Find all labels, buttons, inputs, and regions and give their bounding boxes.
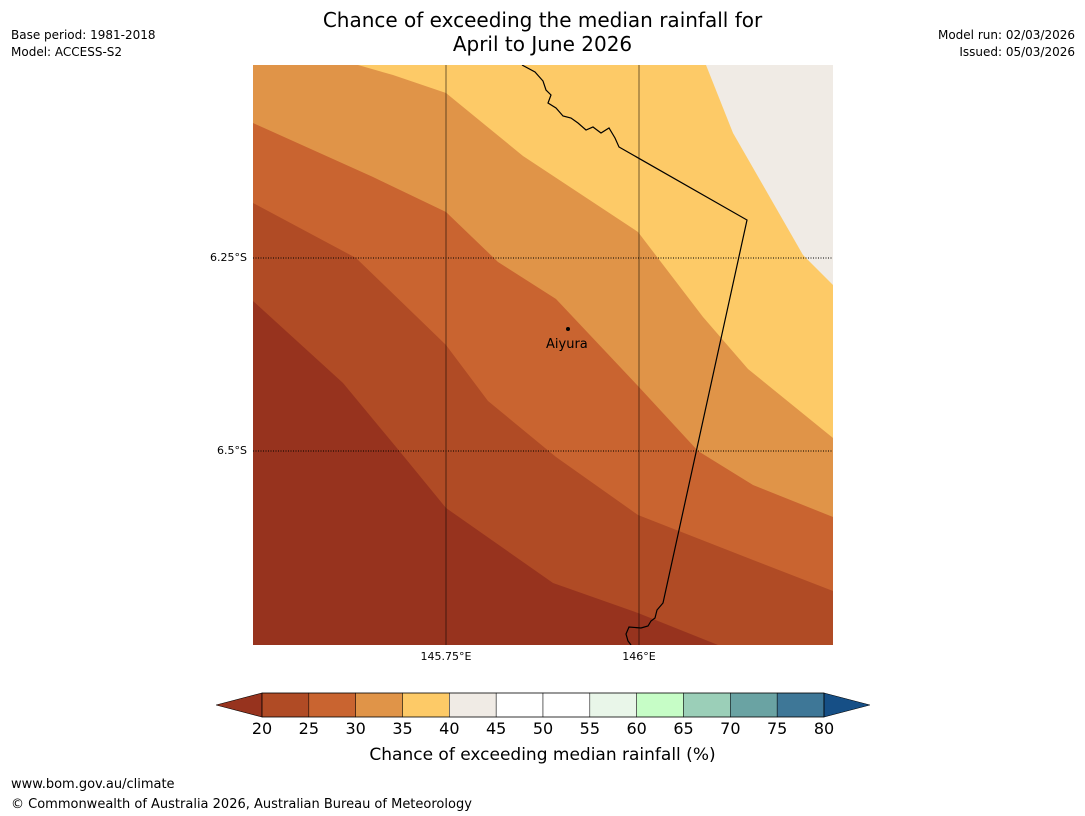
colorbar-tick-60: 60 (626, 719, 647, 738)
place-label-aiyura: Aiyura (546, 337, 588, 352)
colorbar-tick-75: 75 (766, 719, 788, 738)
colorbar-segment-55-60 (589, 692, 637, 718)
colorbar-segments (261, 692, 825, 718)
model-run: Model run: 02/03/2026 (937, 28, 1075, 42)
colorbar-tick-55: 55 (579, 719, 600, 738)
lon-label-145-75: 145.75°E (420, 650, 472, 663)
colorbar-segment-20-25 (261, 692, 310, 718)
border-coastline (521, 65, 748, 645)
footer: www.bom.gov.au/climate © Commonwealth of… (11, 775, 472, 815)
colorbar-segment-50-55 (542, 692, 591, 718)
footer-copyright: © Commonwealth of Australia 2026, Austra… (11, 797, 472, 812)
meta-left: Base period: 1981-2018 Model: ACCESS-S2 (11, 27, 156, 61)
colorbar-segment-60-65 (636, 692, 684, 718)
colorbar-segment-75-80 (776, 692, 825, 718)
colorbar-tick-45: 45 (485, 719, 507, 738)
colorbar (216, 692, 870, 718)
lat-label-6-25: 6.25°S (210, 251, 247, 264)
colorbar-segment-40-45 (449, 692, 497, 718)
colorbar-segment-35-40 (402, 692, 450, 718)
colorbar-tick-65: 65 (673, 719, 694, 738)
colorbar-tick-25: 25 (298, 719, 319, 738)
meta-right: Model run: 02/03/2026 Issued: 05/03/2026 (938, 27, 1075, 61)
chart-title: Chance of exceeding the median rainfall … (0, 8, 1085, 56)
colorbar-segment-30-35 (355, 692, 403, 718)
colorbar-segment-25-30 (308, 692, 356, 718)
lat-label-6-5: 6.5°S (217, 444, 247, 457)
colorbar-tick-35: 35 (392, 719, 413, 738)
title-line-2: April to June 2026 (452, 32, 633, 56)
colorbar-title: Chance of exceeding median rainfall (%) (369, 745, 716, 765)
region-45-50 (706, 65, 833, 285)
colorbar-tick-70: 70 (720, 719, 741, 738)
lon-label-146: 146°E (622, 650, 656, 663)
map-panel[interactable] (253, 65, 833, 645)
colorbar-segment-65-70 (683, 692, 731, 718)
colorbar-extend-low (216, 692, 263, 718)
colorbar-tick-40: 40 (439, 719, 460, 738)
colorbar-tick-50: 50 (532, 719, 554, 738)
base-period: Base period: 1981-2018 (11, 28, 156, 42)
place-marker[interactable] (566, 327, 570, 331)
map-svg (253, 65, 833, 645)
colorbar-tick-80: 80 (813, 719, 835, 738)
title-line-1: Chance of exceeding the median rainfall … (322, 8, 763, 32)
model-name: Model: ACCESS-S2 (11, 45, 123, 59)
colorbar-tick-30: 30 (345, 719, 366, 738)
colorbar-segment-45-50 (495, 692, 544, 718)
colorbar-outline (261, 692, 825, 718)
colorbar-extend-high (823, 692, 870, 718)
footer-url[interactable]: www.bom.gov.au/climate (11, 777, 175, 792)
issued-date: Issued: 05/03/2026 (959, 45, 1075, 59)
region-40-45 (358, 65, 833, 438)
colorbar-tick-20: 20 (251, 719, 273, 738)
colorbar-segment-70-75 (730, 692, 778, 718)
